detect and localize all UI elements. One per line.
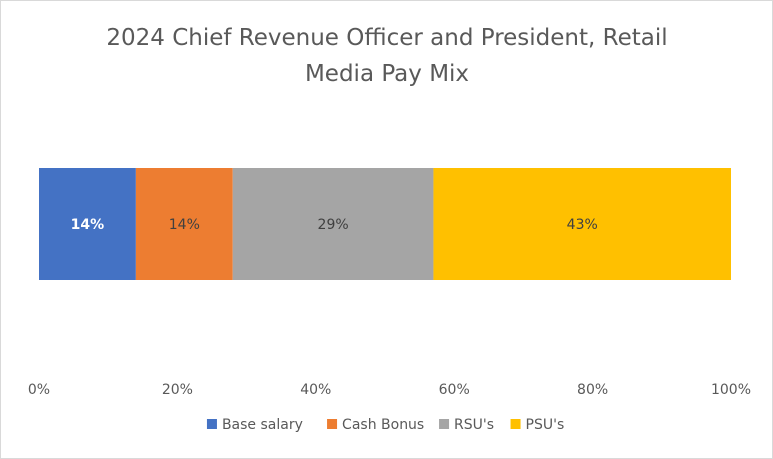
chart-title-line-1: 2024 Chief Revenue Officer and President… [106,25,667,51]
bar-segment-rsu-s [232,168,434,280]
x-tick-label: 20% [162,382,193,398]
data-label-psu-s: 43% [567,217,598,233]
legend-label-psu-s: PSU's [526,417,565,433]
x-tick-label: 100% [711,382,751,398]
legend-swatch-cash-bonus [327,419,338,429]
legend-swatch-base-salary [206,419,217,429]
x-tick-label: 80% [577,382,608,398]
data-label-cash-bonus: 14% [169,217,200,233]
x-axis-ticks: 0% 20% 40% 60% 80% 100% [28,382,751,398]
bar-segment-base-salary [39,168,136,280]
x-tick-label: 40% [300,382,331,398]
legend-label-rsu-s: RSU's [454,417,494,433]
x-tick-label: 60% [439,382,470,398]
bar-segment-psu-s [433,168,731,280]
legend-swatch-rsu-s [439,419,450,429]
bar-segment-cash-bonus [135,168,233,280]
data-label-base-salary: 14% [71,217,105,233]
chart-title-line-2: Media Pay Mix [305,61,469,87]
data-label-rsu-s: 29% [318,217,349,233]
data-labels: 14% 14% 29% 43% [71,217,598,233]
legend: Base salary Cash Bonus RSU's PSU's [206,417,565,433]
legend-label-base-salary: Base salary [222,417,303,433]
bar-segments [39,168,731,280]
legend-label-cash-bonus: Cash Bonus [342,417,424,433]
x-tick-label: 0% [28,382,50,398]
legend-swatch-psu-s [510,419,521,429]
chart-title: 2024 Chief Revenue Officer and President… [106,25,667,87]
